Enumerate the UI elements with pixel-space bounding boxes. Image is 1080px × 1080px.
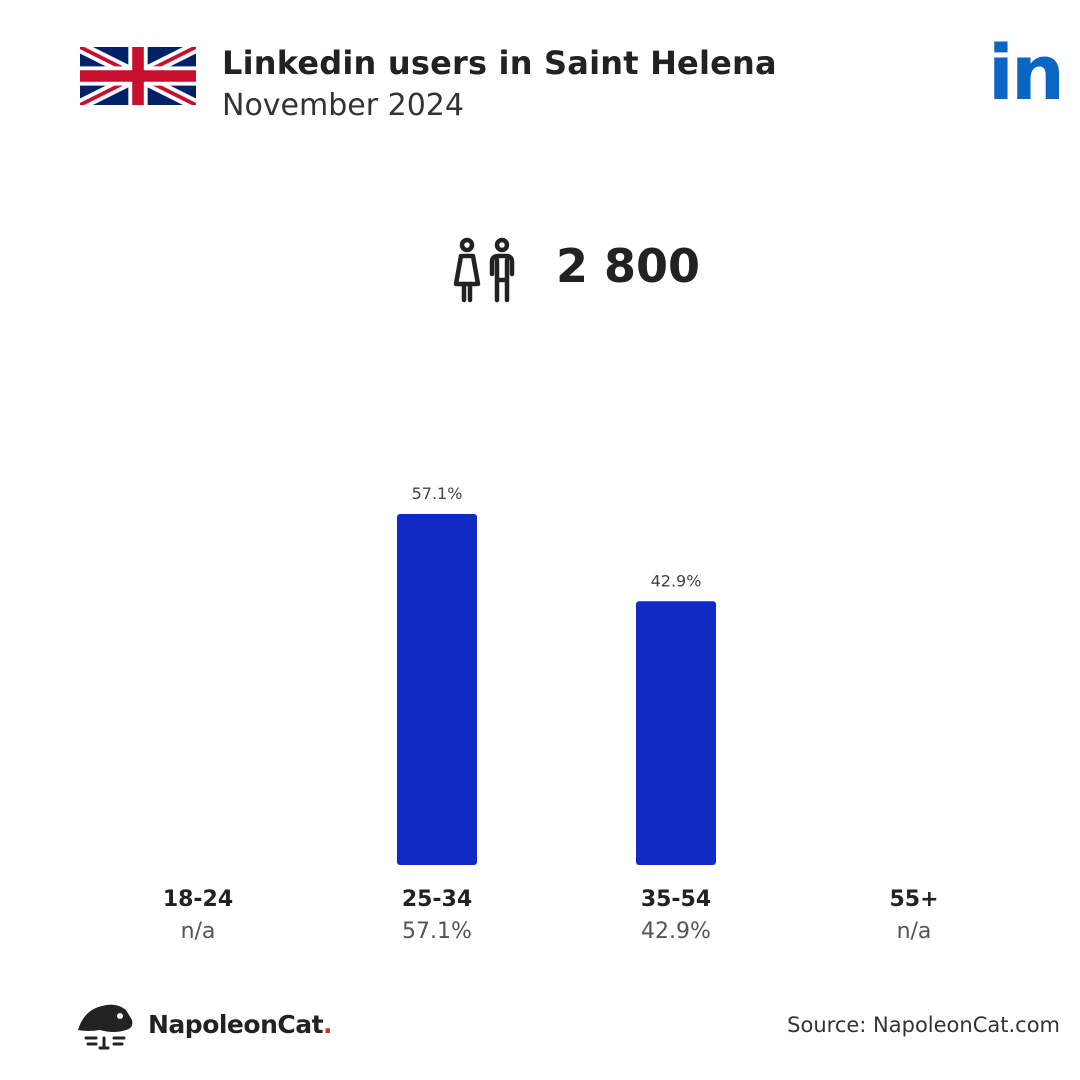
category-value: n/a (181, 919, 216, 944)
bar-25-34 (397, 514, 477, 865)
category-label: 55+ (889, 887, 938, 912)
category-value: n/a (897, 919, 932, 944)
linkedin-icon: in (987, 28, 1065, 117)
total-users-count: 2 800 (556, 239, 701, 293)
brand-name: NapoleonCat. (148, 1010, 333, 1039)
brand-dot: . (323, 1010, 333, 1039)
source-text: Source: NapoleonCat.com (787, 1013, 1060, 1037)
bar-value-label: 57.1% (412, 484, 463, 503)
category-label: 35-54 (641, 887, 711, 912)
age-distribution-chart: 18-24 n/a 57.1% 25-34 57.1% 42.9% 35-54 42.9% 55… (163, 484, 939, 944)
bar-value-label: 42.9% (651, 571, 702, 590)
category-value: 57.1% (402, 919, 472, 944)
users-icon (453, 237, 515, 303)
category-value: 42.9% (641, 919, 711, 944)
category-label: 18-24 (163, 887, 233, 912)
uk-flag-icon (80, 47, 196, 105)
bar-35-54 (636, 601, 716, 865)
napoleoncat-logo-icon (78, 1004, 133, 1050)
category-label: 25-34 (402, 887, 472, 912)
page-title: Linkedin users in Saint Helena (222, 44, 777, 82)
brand-name-text: NapoleonCat (148, 1010, 324, 1039)
page-subtitle: November 2024 (222, 88, 464, 123)
